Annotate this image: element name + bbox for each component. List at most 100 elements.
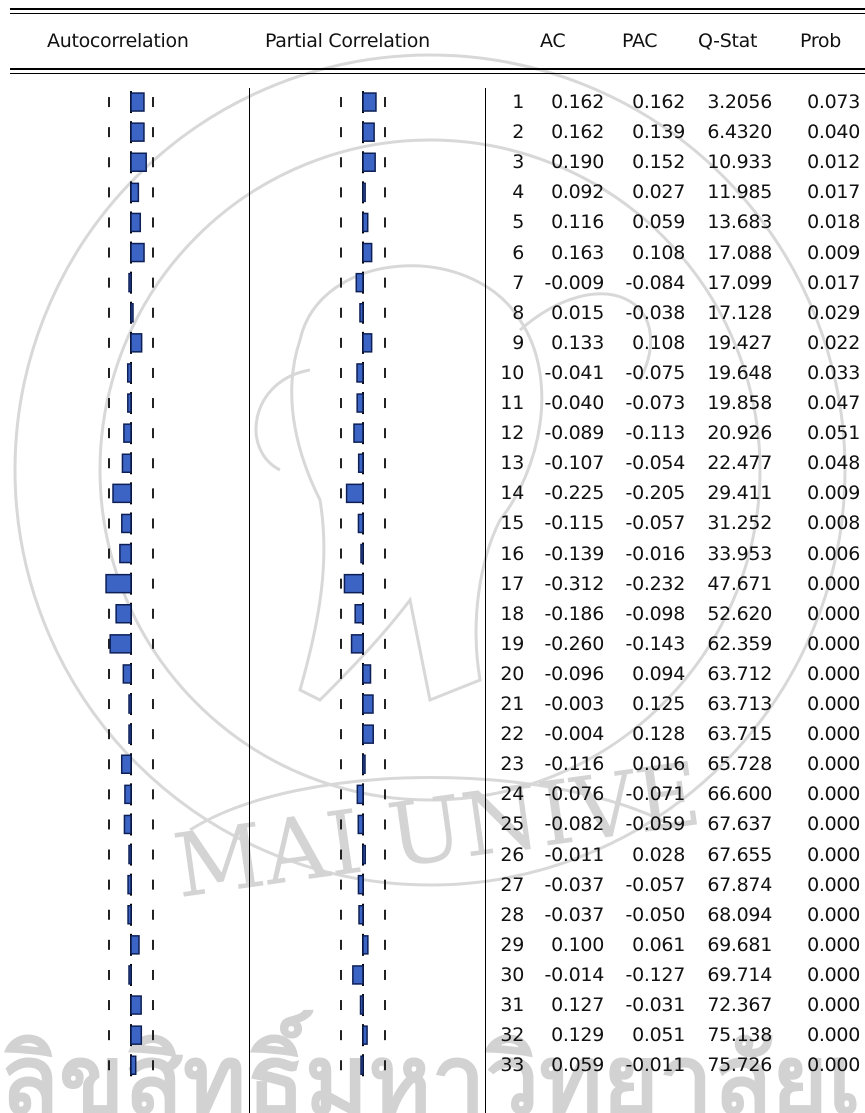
- table-row: 8 0.015 -0.038 17.128 0.029: [488, 298, 865, 328]
- lag-cell: 18: [500, 602, 524, 625]
- confidence-band-mark: [152, 548, 154, 559]
- prob-cell: 0.051: [807, 422, 860, 445]
- pac-cell: 0.027: [632, 181, 685, 204]
- pac-bar: [356, 393, 364, 413]
- q-stat-cell: 75.726: [707, 1054, 772, 1077]
- ac-cell: -0.040: [544, 392, 605, 414]
- ac-bar: [130, 1055, 137, 1075]
- ac-cell: -0.260: [544, 632, 605, 655]
- confidence-band-mark: [384, 849, 386, 860]
- lag-cell: 33: [500, 1054, 524, 1077]
- lag-cell: 11: [500, 392, 524, 414]
- confidence-band-mark: [108, 307, 110, 318]
- q-stat-cell: 3.2056: [707, 91, 772, 113]
- ac-bar: [123, 814, 132, 835]
- header-bottom-rule: [10, 68, 865, 70]
- q-stat-cell: 19.648: [707, 361, 772, 384]
- confidence-band-mark: [152, 879, 154, 890]
- pac-bar: [362, 212, 369, 233]
- ac-bar: [126, 363, 132, 383]
- prob-cell: 0.048: [807, 452, 860, 475]
- ac-cell: 0.133: [551, 331, 604, 354]
- prob-cell: 0.000: [807, 963, 860, 986]
- lag-cell: 31: [500, 994, 524, 1016]
- ac-bar: [130, 935, 140, 955]
- confidence-band-mark: [384, 97, 386, 108]
- q-stat-cell: 22.477: [707, 452, 772, 475]
- ac-cell: -0.076: [544, 783, 605, 806]
- ac-bar: [130, 242, 145, 263]
- confidence-band-mark: [384, 187, 386, 198]
- confidence-band-mark: [108, 458, 110, 469]
- confidence-band-mark: [152, 638, 154, 649]
- confidence-band-mark: [152, 127, 154, 138]
- confidence-band-mark: [108, 1000, 110, 1011]
- table-row: 1 0.162 0.162 3.2056 0.073: [488, 87, 865, 117]
- q-stat-cell: 19.858: [707, 392, 772, 414]
- table-row: 15 -0.115 -0.057 31.252 0.008: [488, 508, 865, 538]
- confidence-band-mark: [108, 909, 110, 920]
- header-q-stat: Q-Stat: [698, 30, 758, 52]
- ac-cell: -0.115: [544, 512, 605, 535]
- confidence-band-mark: [108, 608, 110, 619]
- confidence-band-mark: [384, 488, 386, 499]
- prob-cell: 0.000: [807, 632, 860, 655]
- pac-cell: 0.061: [632, 933, 685, 956]
- lag-cell: 7: [512, 271, 524, 294]
- confidence-band-mark: [384, 759, 386, 770]
- confidence-band-mark: [340, 307, 342, 318]
- confidence-band-mark: [340, 759, 342, 770]
- pac-bar: [362, 664, 372, 684]
- lag-cell: 5: [512, 211, 524, 234]
- ac-bar: [105, 573, 132, 594]
- q-stat-cell: 6.4320: [707, 121, 772, 144]
- q-stat-cell: 75.138: [707, 1024, 772, 1047]
- confidence-band-mark: [152, 1000, 154, 1011]
- prob-cell: 0.000: [807, 753, 860, 776]
- pac-bar: [362, 1025, 368, 1045]
- q-stat-cell: 52.620: [707, 602, 772, 625]
- confidence-band-mark: [340, 849, 342, 860]
- lag-cell: 14: [500, 482, 524, 505]
- confidence-band-mark: [384, 367, 386, 378]
- confidence-band-mark: [108, 337, 110, 348]
- pac-cell: -0.098: [625, 602, 686, 625]
- pac-bar: [343, 573, 364, 594]
- pac-cell: -0.205: [625, 482, 686, 505]
- confidence-band-mark: [152, 518, 154, 529]
- pac-bar: [362, 242, 373, 263]
- prob-cell: 0.022: [807, 331, 860, 354]
- confidence-band-mark: [384, 1000, 386, 1011]
- confidence-band-mark: [152, 909, 154, 920]
- confidence-band-mark: [108, 819, 110, 830]
- confidence-band-mark: [340, 157, 342, 168]
- confidence-band-mark: [340, 638, 342, 649]
- confidence-band-mark: [384, 337, 386, 348]
- pac-bar: [354, 604, 364, 624]
- ac-bar: [130, 182, 140, 203]
- confidence-band-mark: [340, 548, 342, 559]
- confidence-band-mark: [340, 97, 342, 108]
- pac-cell: -0.127: [625, 963, 686, 986]
- table-row: 16 -0.139 -0.016 33.953 0.006: [488, 539, 865, 569]
- ac-cell: -0.082: [544, 813, 605, 836]
- confidence-band-mark: [340, 819, 342, 830]
- prob-cell: 0.018: [807, 211, 860, 234]
- confidence-band-mark: [384, 458, 386, 469]
- q-stat-cell: 13.683: [707, 211, 772, 234]
- confidence-band-mark: [152, 699, 154, 710]
- confidence-band-mark: [152, 668, 154, 679]
- confidence-band-mark: [108, 969, 110, 980]
- lag-cell: 22: [500, 723, 524, 746]
- prob-cell: 0.047: [807, 392, 860, 414]
- pac-cell: 0.094: [632, 662, 685, 685]
- confidence-band-mark: [384, 398, 386, 409]
- ac-bar: [121, 453, 132, 473]
- lag-cell: 10: [500, 361, 524, 384]
- confidence-band-mark: [108, 729, 110, 740]
- confidence-band-mark: [384, 157, 386, 168]
- confidence-band-mark: [152, 337, 154, 348]
- q-stat-cell: 62.359: [707, 632, 772, 655]
- table-row: 30 -0.014 -0.127 69.714 0.000: [488, 960, 865, 990]
- confidence-band-mark: [384, 969, 386, 980]
